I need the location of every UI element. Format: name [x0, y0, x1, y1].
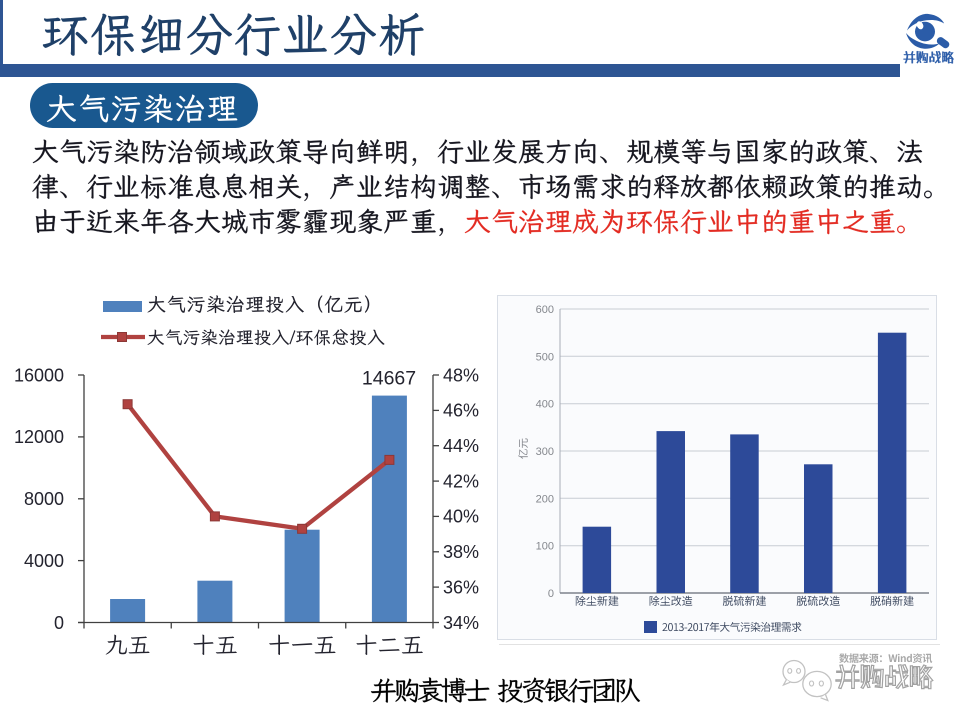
svg-text:600: 600	[536, 304, 554, 316]
svg-text:36%: 36%	[443, 577, 479, 597]
svg-text:200: 200	[536, 493, 554, 505]
svg-text:300: 300	[536, 446, 554, 458]
svg-text:400: 400	[536, 399, 554, 411]
svg-text:44%: 44%	[443, 436, 479, 456]
svg-text:4000: 4000	[24, 551, 64, 571]
svg-text:0: 0	[54, 613, 64, 633]
svg-text:0: 0	[548, 588, 554, 600]
svg-text:16000: 16000	[14, 365, 64, 385]
svg-text:40%: 40%	[443, 507, 479, 527]
svg-text:8000: 8000	[24, 489, 64, 509]
svg-text:42%: 42%	[443, 471, 479, 491]
svg-text:38%: 38%	[443, 542, 479, 562]
svg-text:500: 500	[536, 351, 554, 363]
svg-text:12000: 12000	[14, 427, 64, 447]
svg-text:48%: 48%	[443, 365, 479, 385]
svg-text:14667: 14667	[362, 368, 416, 390]
svg-text:46%: 46%	[443, 401, 479, 421]
svg-text:100: 100	[536, 541, 554, 553]
svg-text:34%: 34%	[443, 613, 479, 633]
